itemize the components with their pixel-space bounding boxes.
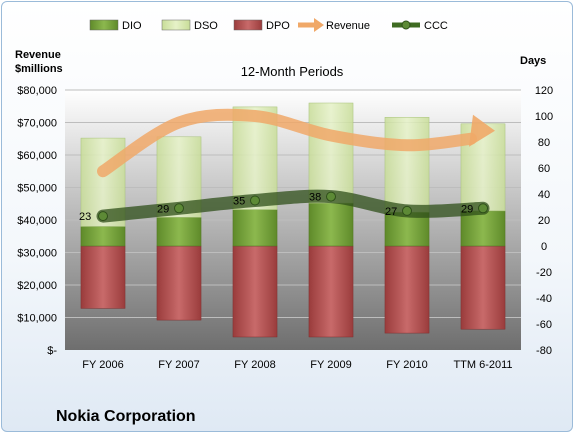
left-tick-label: $50,000 [17, 183, 57, 195]
legend-label-revenue: Revenue [326, 20, 370, 32]
legend-swatch-dio [89, 19, 119, 31]
left-tick-label: $20,000 [17, 280, 57, 292]
bar-dpo [384, 245, 430, 334]
ccc-point [326, 191, 336, 202]
legend-label-dio: DIO [122, 20, 142, 32]
left-tick-label: $70,000 [17, 118, 57, 130]
ccc-data-label: 27 [385, 206, 397, 218]
bar-dso [384, 117, 430, 213]
left-tick-label: $30,000 [17, 248, 57, 260]
right-tick-label: -40 [536, 293, 552, 305]
ccc-data-label: 23 [79, 211, 91, 223]
right-tick-label: 40 [538, 189, 550, 201]
chart-title: 12-Month Periods [241, 64, 344, 79]
legend-label-dpo: DPO [266, 20, 290, 32]
left-tick-label: $60,000 [17, 150, 57, 162]
ccc-data-label: 35 [233, 196, 245, 208]
right-tick-label: 80 [538, 137, 550, 149]
left-tick-label: $80,000 [17, 85, 57, 97]
bar-dpo [308, 245, 354, 338]
right-tick-label: -60 [536, 319, 552, 331]
ccc-point [250, 195, 260, 206]
bar-dio [232, 209, 278, 247]
right-tick-label: -80 [536, 345, 552, 357]
category-label: FY 2007 [158, 359, 199, 371]
left-tick-label: $40,000 [17, 215, 57, 227]
right-tick-label: 60 [538, 163, 550, 175]
right-tick-label: 100 [535, 111, 553, 123]
bar-dio [460, 210, 506, 247]
right-tick-label: 20 [538, 215, 550, 227]
legend-swatch-ccc-marker [401, 20, 411, 30]
revenue-line [97, 108, 477, 178]
bar-dpo [80, 245, 126, 309]
bar-dio [80, 226, 126, 247]
bar-dio [308, 202, 354, 247]
legend-swatch-dso [161, 19, 191, 31]
category-label: FY 2006 [82, 359, 123, 371]
right-tick-label: 120 [535, 85, 553, 97]
ccc-data-label: 29 [157, 203, 169, 215]
right-tick-label: 0 [541, 241, 547, 253]
category-label: FY 2009 [310, 359, 351, 371]
ccc-point [174, 203, 184, 214]
bar-dio [156, 217, 202, 247]
left-tick-label: $10,000 [17, 313, 57, 325]
ccc-line [96, 189, 490, 223]
legend-swatch-revenue-head [314, 18, 324, 32]
legend-swatch-dpo [233, 19, 263, 31]
left-tick-label: $- [47, 345, 57, 357]
left-axis-title: Revenue [15, 49, 61, 61]
legend-label-dso: DSO [194, 20, 218, 32]
ccc-data-label: 29 [461, 203, 473, 215]
company-name: Nokia Corporation [56, 408, 196, 425]
bar-dso [308, 102, 354, 204]
category-label: TTM 6-2011 [453, 359, 512, 371]
revenue-arrowhead [469, 114, 495, 147]
bar-dpo [460, 245, 506, 330]
legend-label-ccc: CCC [424, 20, 448, 32]
ccc-point [478, 203, 488, 214]
category-label: FY 2008 [234, 359, 275, 371]
ccc-point [98, 211, 108, 222]
category-label: FY 2010 [386, 359, 427, 371]
ccc-point [402, 205, 412, 216]
bar-dpo [232, 245, 278, 338]
bar-dpo [156, 245, 202, 321]
left-axis-title: $millions [15, 63, 63, 75]
right-axis-title: Days [520, 55, 546, 67]
ccc-data-label: 38 [309, 192, 321, 204]
right-tick-label: -20 [536, 267, 552, 279]
